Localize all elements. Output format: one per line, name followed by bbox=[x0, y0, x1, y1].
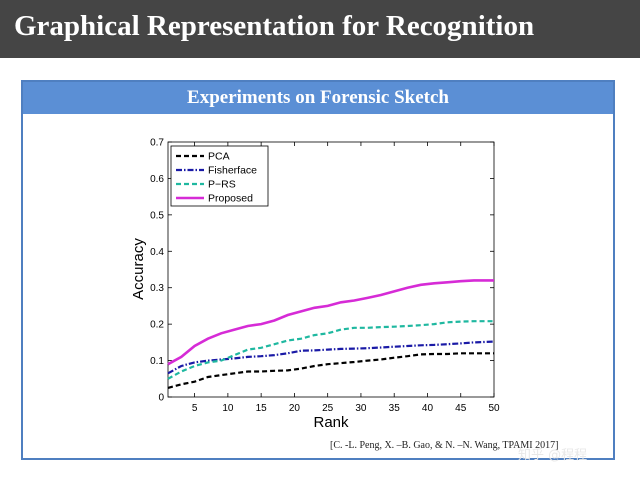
x-tick-label: 20 bbox=[289, 403, 301, 414]
legend-entry-3: Proposed bbox=[208, 193, 253, 205]
legend-entry-0: PCA bbox=[208, 151, 230, 163]
legend-entry-1: Fisherface bbox=[208, 165, 257, 177]
x-axis-label: Rank bbox=[313, 414, 349, 431]
y-tick-label: 0.1 bbox=[150, 356, 164, 367]
series-line-1 bbox=[167, 340, 495, 375]
series-line-3 bbox=[167, 279, 494, 366]
x-tick-label: 15 bbox=[256, 403, 268, 414]
watermark: 知乎 @程程 bbox=[518, 448, 588, 463]
y-tick-label: 0.3 bbox=[150, 283, 164, 294]
y-tick-label: 0.2 bbox=[150, 320, 164, 331]
y-tick-label: 0.7 bbox=[150, 138, 164, 149]
x-tick-label: 40 bbox=[422, 403, 434, 414]
legend-entry-2: P−RS bbox=[208, 179, 236, 191]
y-tick-label: 0.5 bbox=[150, 210, 164, 221]
x-tick-label: 50 bbox=[488, 403, 500, 414]
x-tick-label: 10 bbox=[222, 403, 234, 414]
x-tick-label: 30 bbox=[355, 403, 367, 414]
slide-header: Graphical Representation for Recognition bbox=[0, 0, 640, 58]
x-tick-label: 25 bbox=[322, 403, 334, 414]
citation: [C. -L. Peng, X. –B. Gao, & N. –N. Wang,… bbox=[330, 440, 559, 451]
y-tick-label: 0.6 bbox=[150, 174, 164, 185]
panel-title: Experiments on Forensic Sketch bbox=[187, 87, 449, 108]
slide-title: Graphical Representation for Recognition bbox=[14, 10, 535, 42]
y-axis-ticks: 0 0.1 0.2 0.3 0.4 0.5 0.6 0.7 bbox=[150, 138, 494, 404]
y-tick-label: 0 bbox=[158, 393, 164, 404]
x-axis-ticks: 5 10 15 20 25 30 35 40 45 50 bbox=[192, 142, 500, 414]
panel-header: Experiments on Forensic Sketch bbox=[23, 82, 613, 114]
x-tick-label: 5 bbox=[192, 403, 198, 414]
x-tick-label: 35 bbox=[389, 403, 401, 414]
y-axis-label: Accuracy bbox=[130, 238, 147, 300]
series-line-0 bbox=[167, 352, 494, 389]
series-line-2 bbox=[167, 320, 494, 380]
legend: PCA Fisherface P−RS Proposed bbox=[170, 145, 269, 207]
x-tick-label: 45 bbox=[455, 403, 467, 414]
y-tick-label: 0.4 bbox=[150, 247, 164, 258]
series-lines bbox=[167, 279, 495, 389]
